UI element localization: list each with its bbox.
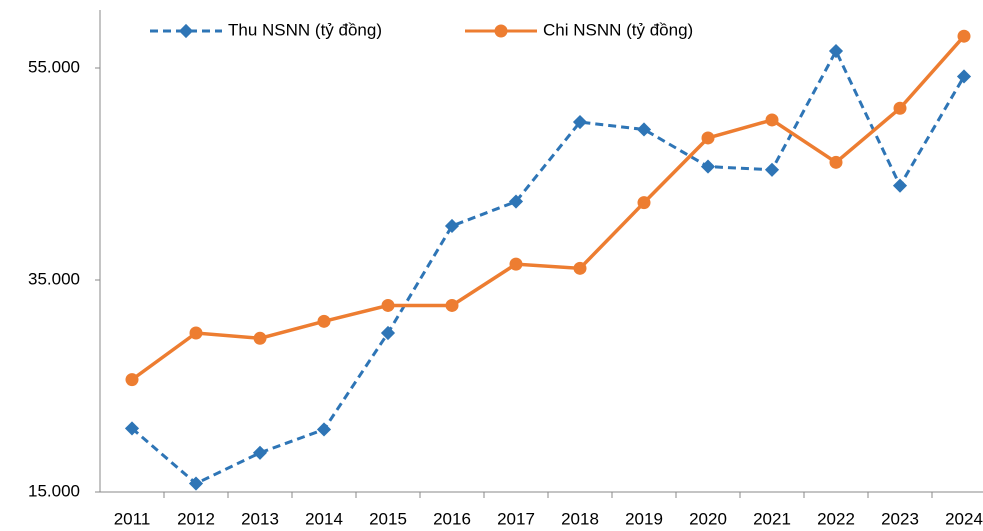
marker: [637, 196, 651, 210]
x-tick-label: 2015: [369, 509, 407, 528]
marker: [828, 43, 844, 59]
legend-label: Thu NSNN (tỷ đồng): [228, 20, 382, 39]
x-tick-label: 2024: [945, 509, 983, 528]
x-tick-label: 2014: [305, 509, 343, 528]
line: [130, 35, 966, 382]
legend-marker: [494, 24, 508, 38]
marker: [125, 373, 139, 387]
marker: [892, 178, 908, 193]
marker: [445, 298, 459, 312]
marker: [573, 261, 587, 275]
marker: [636, 122, 652, 137]
marker: [700, 159, 716, 174]
marker: [316, 422, 332, 437]
x-tick-label: 2021: [753, 509, 791, 528]
x-tick-label: 2013: [241, 509, 279, 528]
x-tick-label: 2017: [497, 509, 535, 528]
x-tick-label: 2012: [177, 509, 215, 528]
line: [131, 47, 966, 486]
x-tick-label: 2019: [625, 509, 663, 528]
marker: [124, 421, 140, 436]
marker: [829, 155, 843, 169]
marker: [444, 218, 460, 234]
marker: [893, 101, 907, 115]
x-tick-label: 2016: [433, 509, 471, 528]
marker: [380, 325, 396, 341]
legend-label: Chi NSNN (tỷ đồng): [543, 20, 693, 39]
x-tick-label: 2011: [114, 509, 151, 528]
y-tick-label: 55.000: [28, 57, 80, 76]
marker: [956, 69, 972, 84]
marker: [509, 257, 523, 271]
marker: [765, 113, 779, 127]
marker: [189, 326, 203, 340]
marker: [188, 476, 204, 491]
x-tick-label: 2018: [561, 509, 599, 528]
legend-marker: [178, 23, 194, 39]
x-tick-label: 2020: [689, 509, 727, 528]
x-tick-label: 2023: [881, 509, 919, 528]
marker: [572, 114, 588, 130]
marker: [253, 331, 267, 345]
marker: [957, 29, 971, 43]
x-tick-label: 2022: [817, 509, 855, 528]
marker: [701, 131, 715, 145]
y-tick-label: 35.000: [28, 269, 80, 288]
marker: [252, 445, 268, 460]
marker: [317, 314, 331, 328]
y-tick-label: 15.000: [28, 481, 80, 500]
marker: [764, 162, 780, 177]
marker: [508, 194, 524, 209]
marker: [381, 298, 395, 312]
